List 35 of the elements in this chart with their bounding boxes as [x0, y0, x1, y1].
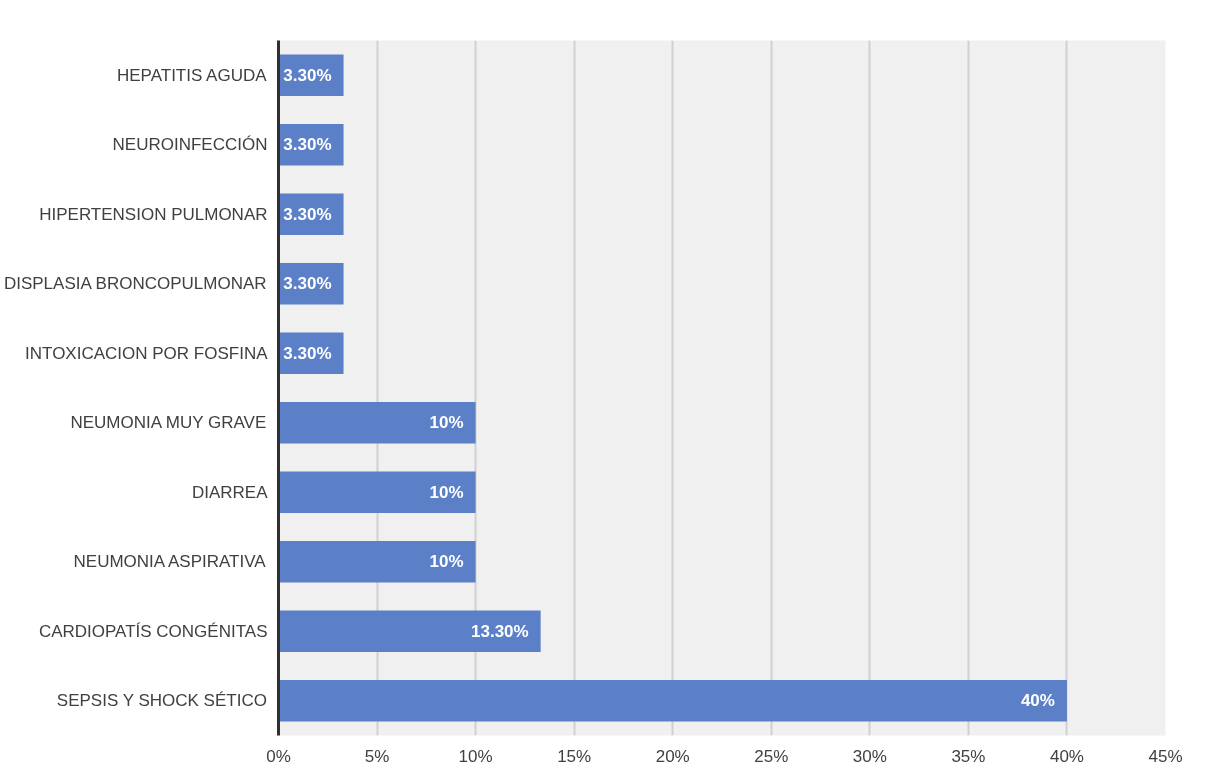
- y-tick-label: INTOXICACION POR FOSFINA: [25, 343, 269, 363]
- bar: [278, 540, 476, 583]
- y-tick-label: CARDIOPATÍS CONGÉNITAS: [38, 621, 268, 641]
- data-label: 3.30%: [283, 135, 332, 155]
- data-label: 10%: [429, 552, 464, 572]
- x-tick-label: 40%: [1049, 746, 1084, 766]
- data-label: 3.30%: [283, 274, 332, 294]
- data-label: 10%: [429, 482, 464, 502]
- bar: [278, 401, 476, 444]
- y-tick-label: NEUROINFECCIÓN: [112, 135, 268, 155]
- data-label: 13.30%: [471, 621, 529, 641]
- y-tick-label: SEPSIS Y SHOCK SÉTICO: [56, 691, 267, 711]
- x-tick-label: 30%: [852, 746, 887, 766]
- data-label: 40%: [1020, 691, 1055, 711]
- y-tick-label: NEUMONIA ASPIRATIVA: [73, 552, 267, 572]
- x-tick-label: 25%: [754, 746, 789, 766]
- x-tick-label: 5%: [364, 746, 390, 766]
- bar: [278, 679, 1067, 722]
- x-tick-label: 10%: [458, 746, 493, 766]
- x-tick-label: 35%: [951, 746, 986, 766]
- data-label: 3.30%: [283, 204, 332, 224]
- y-tick-label: DIARREA: [191, 482, 269, 502]
- data-label: 3.30%: [283, 343, 332, 363]
- x-tick-label: 45%: [1148, 746, 1183, 766]
- y-tick-label: NEUMONIA MUY GRAVE: [70, 413, 267, 433]
- y-tick-label: DISPLASIA BRONCOPULMONAR: [3, 274, 267, 294]
- x-tick-label: 15%: [557, 746, 592, 766]
- bar: [278, 471, 476, 514]
- bar: [278, 610, 541, 653]
- data-label: 10%: [429, 413, 464, 433]
- y-tick-label: HIPERTENSION PULMONAR: [39, 204, 268, 224]
- x-tick-label: 20%: [655, 746, 690, 766]
- y-tick-label: HEPATITIS AGUDA: [117, 65, 268, 85]
- data-label: 3.30%: [283, 65, 332, 85]
- x-tick-label: 0%: [266, 746, 291, 766]
